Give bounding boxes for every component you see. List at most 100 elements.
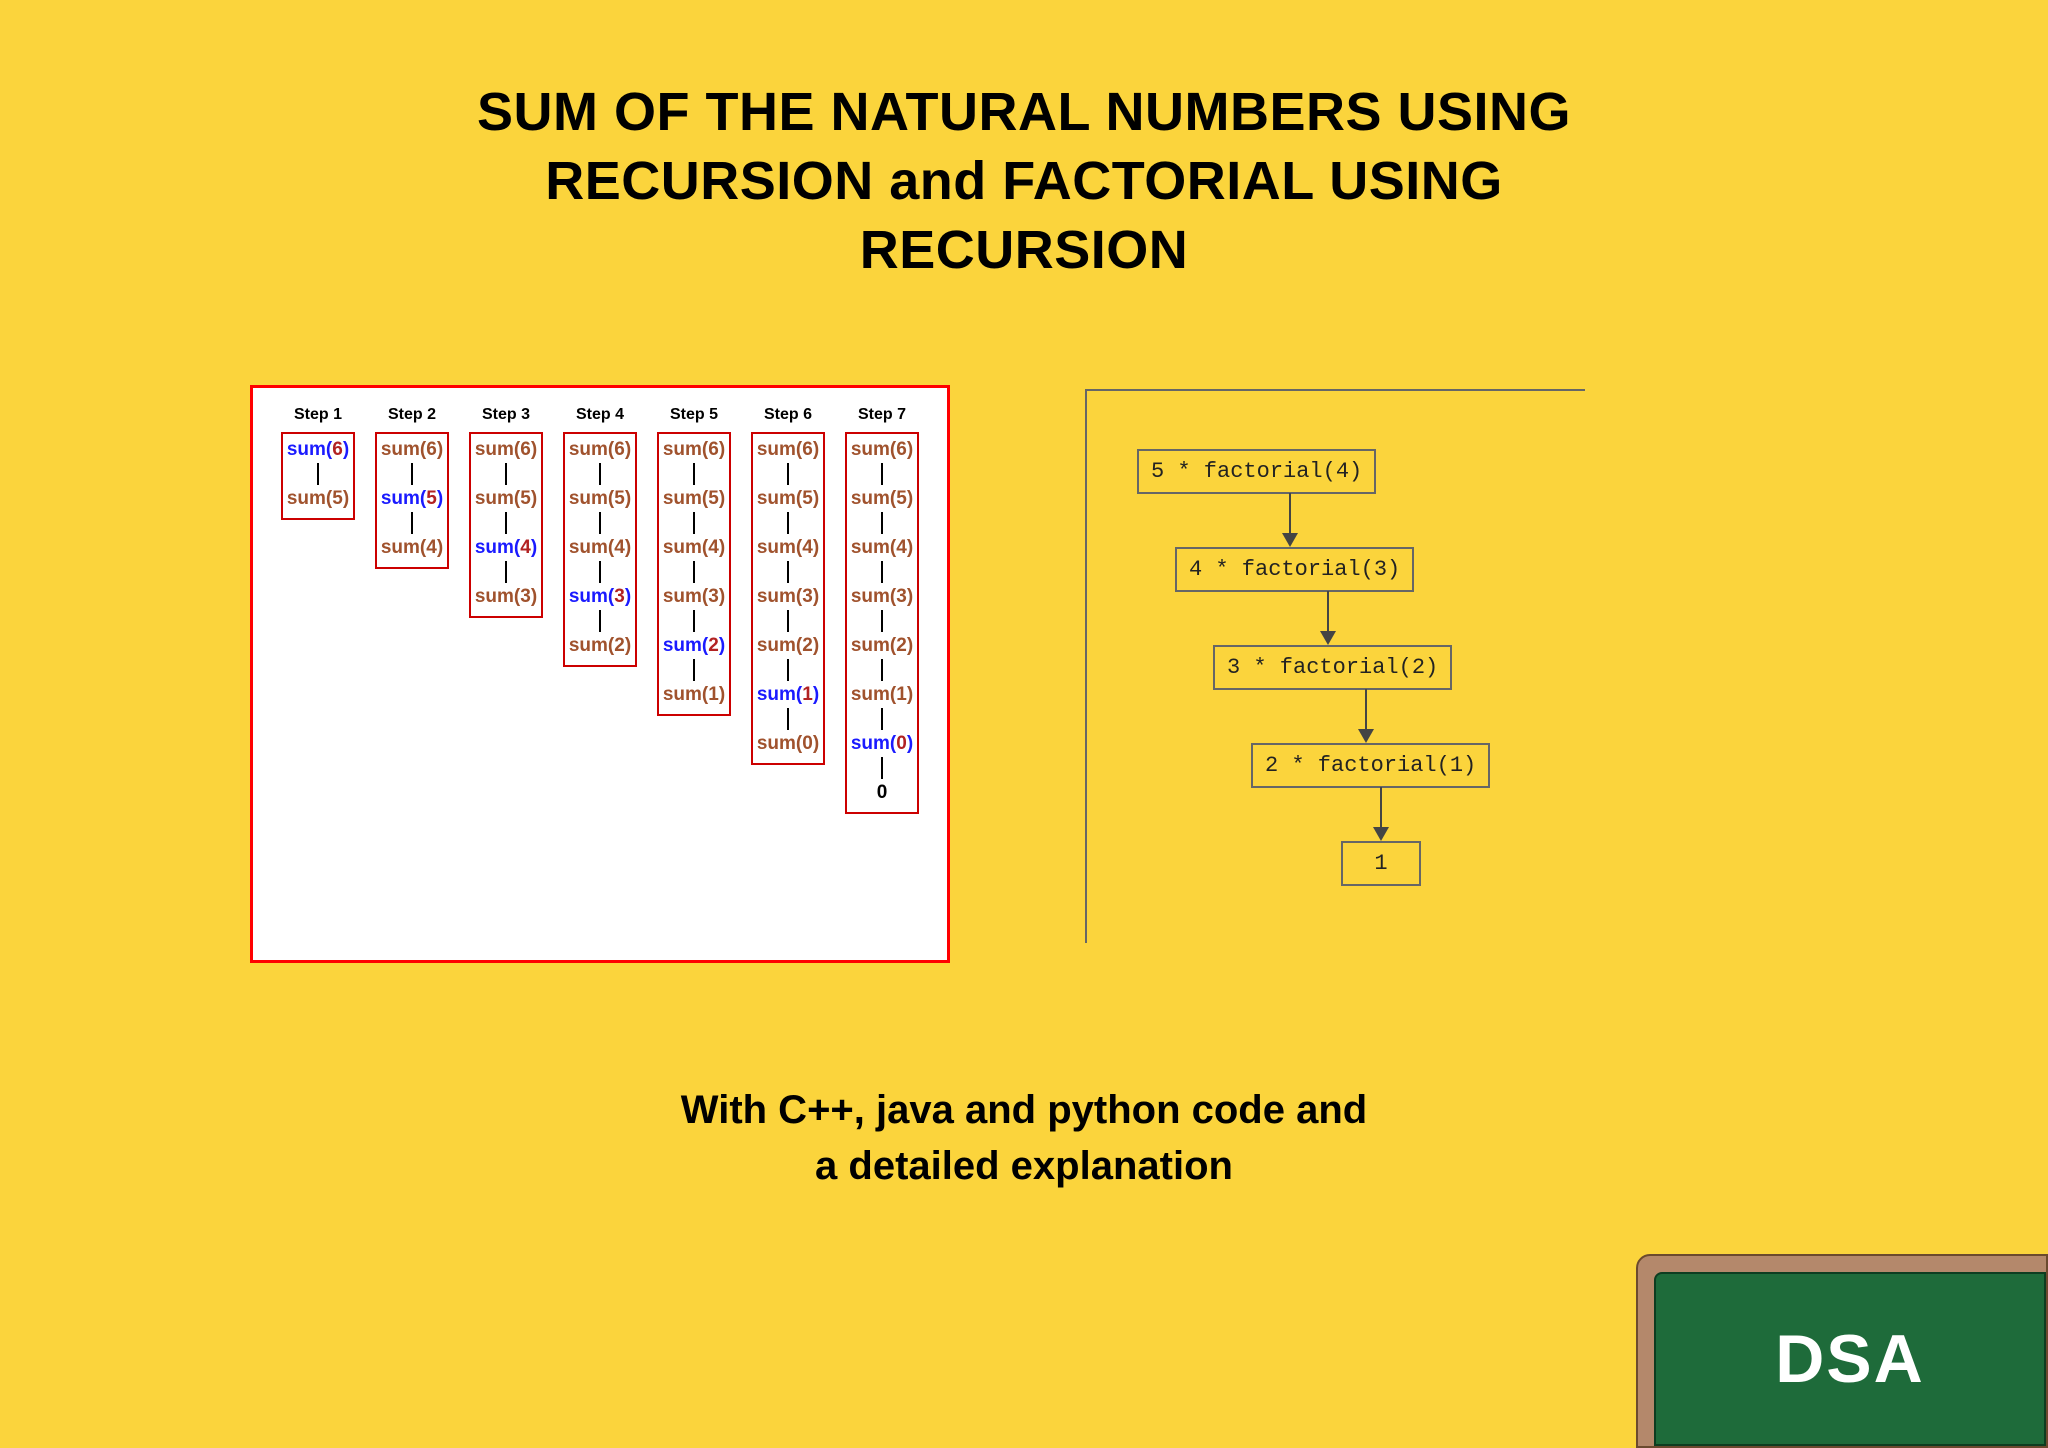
flowchart-arrow bbox=[1289, 493, 1291, 535]
arrow-head-icon bbox=[1320, 631, 1336, 645]
factorial-flowchart: 5 * factorial(4) 4 * factorial(3) 3 * fact… bbox=[1085, 389, 1595, 943]
flowchart-node: 3 * factorial(2) bbox=[1213, 645, 1452, 690]
call-link bbox=[599, 561, 601, 583]
call-link bbox=[787, 708, 789, 730]
subtitle-line-2: a detailed explanation bbox=[815, 1144, 1233, 1188]
recursion-call: sum(3) bbox=[565, 583, 635, 610]
recursion-call: sum(6) bbox=[471, 436, 541, 463]
step-header: Step 6 bbox=[741, 406, 835, 424]
recursion-call: sum(6) bbox=[847, 436, 917, 463]
title-line-1: SUM OF THE NATURAL NUMBERS USING bbox=[477, 82, 1571, 142]
recursion-call: sum(6) bbox=[565, 436, 635, 463]
axis-vertical bbox=[1085, 389, 1087, 943]
step-column: Step 5sum(6)sum(5)sum(4)sum(3)sum(2)sum(… bbox=[647, 406, 741, 716]
recursion-call: sum(5) bbox=[283, 485, 353, 512]
call-link bbox=[411, 512, 413, 534]
flowchart-node: 4 * factorial(3) bbox=[1175, 547, 1414, 592]
call-link bbox=[881, 512, 883, 534]
recursion-stack-box: sum(6) sum(5) sum(4) sum(3) sum(2) sum(1) sum(… bbox=[751, 432, 825, 765]
call-link bbox=[787, 512, 789, 534]
call-link bbox=[881, 610, 883, 632]
step-column: Step 7sum(6)sum(5)sum(4)sum(3)sum(2)sum(… bbox=[835, 406, 929, 814]
call-link bbox=[505, 463, 507, 485]
chalkboard-frame: DSA bbox=[1636, 1254, 2048, 1448]
flowchart-node: 2 * factorial(1) bbox=[1251, 743, 1490, 788]
call-link bbox=[881, 561, 883, 583]
recursion-call: sum(0) bbox=[847, 730, 917, 757]
chalkboard: DSA bbox=[1654, 1272, 2046, 1446]
recursion-stack-box: sum(6)sum(5)sum(4)sum(3)sum(2)sum(1)sum(… bbox=[845, 432, 919, 814]
call-link bbox=[881, 659, 883, 681]
recursion-call: sum(2) bbox=[753, 632, 823, 659]
axis-horizontal bbox=[1085, 389, 1585, 391]
call-link bbox=[693, 463, 695, 485]
step-header: Step 4 bbox=[553, 406, 647, 424]
recursion-call: sum(6) bbox=[283, 436, 353, 463]
call-link bbox=[881, 463, 883, 485]
step-column: Step 6sum(6)sum(5)sum(4)sum(3)sum(2)sum(… bbox=[741, 406, 835, 765]
call-link bbox=[599, 610, 601, 632]
recursion-call: 0 bbox=[847, 779, 917, 806]
arrow-head-icon bbox=[1373, 827, 1389, 841]
recursion-call: sum(5) bbox=[565, 485, 635, 512]
call-link bbox=[693, 659, 695, 681]
recursion-call: sum(4) bbox=[753, 534, 823, 561]
flowchart-node: 1 bbox=[1341, 841, 1421, 886]
flowchart-node: 5 * factorial(4) bbox=[1137, 449, 1376, 494]
step-header: Step 2 bbox=[365, 406, 459, 424]
recursion-call: sum(6) bbox=[659, 436, 729, 463]
call-link bbox=[787, 561, 789, 583]
recursion-call: sum(4) bbox=[565, 534, 635, 561]
recursion-call: sum(2) bbox=[847, 632, 917, 659]
recursion-call: sum(5) bbox=[377, 485, 447, 512]
page-title: SUM OF THE NATURAL NUMBERS USING RECURSI… bbox=[0, 0, 2048, 285]
recursion-call: sum(6) bbox=[377, 436, 447, 463]
call-link bbox=[693, 561, 695, 583]
recursion-call: sum(3) bbox=[847, 583, 917, 610]
recursion-call: sum(4) bbox=[847, 534, 917, 561]
step-column: Step 4 sum(6) sum(5) sum(4) sum(3) sum(2) bbox=[553, 406, 647, 667]
call-link bbox=[693, 610, 695, 632]
subtitle: With C++, java and python code and a det… bbox=[0, 1082, 2048, 1194]
recursion-call: sum(4) bbox=[659, 534, 729, 561]
recursion-call: sum(2) bbox=[659, 632, 729, 659]
call-link bbox=[317, 463, 319, 485]
recursion-call: sum(3) bbox=[659, 583, 729, 610]
recursion-stack-box: sum(6) sum(5) bbox=[281, 432, 355, 520]
flowchart-arrow bbox=[1327, 591, 1329, 633]
call-link bbox=[505, 561, 507, 583]
chalkboard-label: DSA bbox=[1775, 1320, 1925, 1398]
flowchart-arrow bbox=[1365, 689, 1367, 731]
subtitle-line-1: With C++, java and python code and bbox=[681, 1088, 1367, 1132]
step-header: Step 5 bbox=[647, 406, 741, 424]
recursion-call: sum(1) bbox=[753, 681, 823, 708]
call-link bbox=[787, 659, 789, 681]
recursion-call: sum(2) bbox=[565, 632, 635, 659]
arrow-head-icon bbox=[1282, 533, 1298, 547]
recursion-stack-box: sum(6)sum(5)sum(4)sum(3) bbox=[469, 432, 543, 618]
step-column: Step 3sum(6)sum(5)sum(4)sum(3) bbox=[459, 406, 553, 618]
step-column: Step 2sum(6)sum(5)sum(4) bbox=[365, 406, 459, 569]
recursion-call: sum(6) bbox=[753, 436, 823, 463]
call-link bbox=[881, 757, 883, 779]
step-header: Step 7 bbox=[835, 406, 929, 424]
recursion-stack-box: sum(6) sum(5) sum(4) sum(3) sum(2) bbox=[563, 432, 637, 667]
title-line-2: RECURSION and FACTORIAL USING bbox=[545, 151, 1503, 211]
sum-recursion-diagram: Step 1sum(6)sum(5)Step 2sum(6)sum(5)sum(… bbox=[250, 385, 950, 963]
recursion-call: sum(4) bbox=[471, 534, 541, 561]
step-column: Step 1 sum(6) sum(5) bbox=[271, 406, 365, 520]
flowchart-arrow bbox=[1380, 787, 1382, 829]
step-header: Step 3 bbox=[459, 406, 553, 424]
call-link bbox=[505, 512, 507, 534]
recursion-call: sum(5) bbox=[753, 485, 823, 512]
call-link bbox=[787, 610, 789, 632]
call-link bbox=[787, 463, 789, 485]
recursion-call: sum(3) bbox=[471, 583, 541, 610]
call-link bbox=[599, 512, 601, 534]
recursion-call: sum(3) bbox=[753, 583, 823, 610]
recursion-stack-box: sum(6)sum(5)sum(4)sum(3)sum(2)sum(1) bbox=[657, 432, 731, 716]
call-link bbox=[693, 512, 695, 534]
recursion-call: sum(0) bbox=[753, 730, 823, 757]
call-link bbox=[599, 463, 601, 485]
step-header: Step 1 bbox=[271, 406, 365, 424]
